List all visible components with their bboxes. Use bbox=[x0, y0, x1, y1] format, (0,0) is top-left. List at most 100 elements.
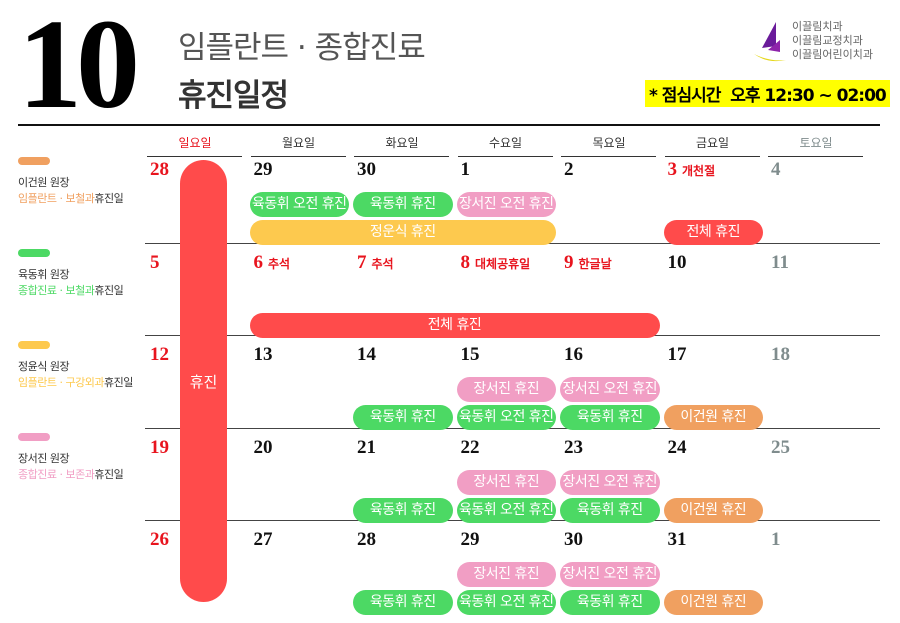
clinic-logo bbox=[754, 22, 786, 62]
day-number: 6 bbox=[253, 251, 264, 273]
event-pill: 장서진 오전 휴진 bbox=[560, 469, 660, 495]
day-cell: 7 추석 bbox=[357, 252, 394, 274]
event-pill: 정운식 휴진 bbox=[249, 220, 556, 245]
legend-swatch bbox=[18, 433, 50, 441]
day-cell: 3 개천절 bbox=[668, 159, 716, 181]
header-underline bbox=[457, 156, 553, 157]
day-cell: 14 bbox=[357, 344, 376, 366]
day-cell: 30 bbox=[357, 159, 376, 181]
day-number: 14 bbox=[357, 344, 376, 365]
event-pill: 육동휘 오전 휴진 bbox=[456, 590, 556, 615]
day-number: 20 bbox=[253, 436, 273, 458]
day-number: 25 bbox=[771, 436, 790, 458]
event-pill: 장서진 오전 휴진 bbox=[560, 562, 660, 587]
day-number: 30 bbox=[564, 529, 583, 550]
event-pill: 육동휘 오전 휴진 bbox=[456, 497, 556, 523]
clinic-name: 이끌림어린이치과 bbox=[792, 48, 873, 61]
day-cell: 16 bbox=[564, 344, 583, 366]
day-cell: 22 bbox=[461, 437, 480, 459]
day-number: 23 bbox=[564, 436, 583, 458]
weekday-header: 토요일 bbox=[799, 136, 833, 150]
day-cell: 29 bbox=[461, 529, 480, 551]
event-pill: 육동휘 휴진 bbox=[560, 590, 660, 615]
day-number: 8 bbox=[460, 251, 471, 273]
day-cell: 25 bbox=[771, 437, 790, 459]
divider bbox=[18, 124, 880, 126]
day-number: 12 bbox=[150, 344, 169, 365]
doctor-name: 정윤식 원장 bbox=[18, 360, 70, 373]
event-pill: 육동휘 휴진 bbox=[560, 497, 660, 523]
day-number: 18 bbox=[771, 344, 790, 365]
day-number: 10 bbox=[667, 251, 687, 273]
day-number: 3 bbox=[667, 159, 678, 180]
legend-item: 정윤식 원장 임플란트 · 구강외과휴진일 bbox=[18, 359, 133, 391]
event-pill: 육동휘 휴진 bbox=[353, 405, 453, 430]
event-pill: 육동휘 휴진 bbox=[353, 590, 453, 615]
day-cell: 11 bbox=[771, 252, 789, 274]
event-pill: 육동휘 오전 휴진 bbox=[456, 405, 556, 430]
doctor-name: 이건원 원장 bbox=[18, 176, 70, 189]
event-pill: 육동휘 휴진 bbox=[353, 192, 453, 217]
day-cell: 13 bbox=[254, 344, 273, 366]
event-pill: 장서진 휴진 bbox=[456, 469, 556, 495]
day-cell: 1 bbox=[771, 529, 781, 551]
event-pill: 육동휘 오전 휴진 bbox=[249, 192, 349, 217]
day-cell: 23 bbox=[564, 437, 583, 459]
day-cell: 30 bbox=[564, 529, 583, 551]
day-number: 15 bbox=[460, 344, 480, 365]
day-cell: 9 한글날 bbox=[564, 252, 612, 274]
day-number: 1 bbox=[460, 159, 471, 180]
day-cell: 29 bbox=[254, 159, 273, 181]
event-pill: 장서진 오전 휴진 bbox=[560, 377, 660, 402]
day-cell: 2 bbox=[564, 159, 574, 181]
sunday-closed-bar: 휴진 bbox=[180, 160, 227, 602]
legend-suffix: 휴진일 bbox=[94, 284, 124, 297]
legend-swatch bbox=[18, 341, 50, 349]
day-number: 29 bbox=[460, 529, 480, 550]
clinic-name: 이끌림교정치과 bbox=[792, 34, 863, 47]
day-number: 9 bbox=[564, 251, 574, 273]
department: 종합진료 · 보존과 bbox=[18, 468, 95, 481]
legend-suffix: 휴진일 bbox=[94, 468, 124, 481]
lunch-time: 오후 12:30 ~ 02:00 bbox=[730, 86, 887, 106]
event-pill: 이건원 휴진 bbox=[663, 497, 763, 523]
weekday-header: 목요일 bbox=[592, 136, 626, 150]
weekday-header: 일요일 bbox=[178, 136, 212, 150]
event-pill: 육동휘 휴진 bbox=[353, 497, 453, 523]
day-cell: 1 bbox=[461, 159, 471, 181]
header-underline bbox=[768, 156, 863, 157]
day-cell: 19 bbox=[150, 437, 169, 459]
weekday-header: 수요일 bbox=[488, 136, 523, 150]
event-pill: 전체 휴진 bbox=[663, 220, 763, 245]
event-pill: 장서진 오전 휴진 bbox=[456, 192, 556, 217]
event-pill: 육동휘 휴진 bbox=[560, 405, 660, 430]
header-underline bbox=[664, 156, 760, 157]
day-number: 11 bbox=[771, 251, 789, 273]
day-cell: 28 bbox=[357, 529, 376, 551]
doctor-name: 장서진 원장 bbox=[18, 452, 70, 465]
day-cell: 17 bbox=[668, 344, 687, 366]
day-number: 31 bbox=[667, 529, 687, 550]
day-cell: 28 bbox=[150, 159, 169, 181]
day-number: 22 bbox=[460, 436, 480, 458]
legend-item: 이건원 원장 임플란트 · 보철과휴진일 bbox=[18, 175, 124, 207]
event-pill: 이건원 휴진 bbox=[663, 405, 763, 430]
legend-suffix: 휴진일 bbox=[103, 376, 133, 389]
holiday-name: 개천절 bbox=[682, 164, 716, 178]
event-pill: 장서진 휴진 bbox=[456, 377, 556, 402]
weekday-header: 월요일 bbox=[281, 136, 316, 150]
day-number: 2 bbox=[564, 159, 574, 180]
event-pill: 전체 휴진 bbox=[249, 312, 660, 338]
clinic-name: 이끌림치과 bbox=[792, 20, 843, 33]
lunch-time-notice: * 점심시간 오후 12:30 ~ 02:00 bbox=[645, 80, 890, 107]
day-cell: 15 bbox=[461, 344, 480, 366]
page-title: 휴진일정 bbox=[178, 78, 289, 114]
day-cell: 20 bbox=[254, 437, 273, 459]
day-number: 17 bbox=[667, 344, 687, 365]
holiday-name: 추석 bbox=[268, 256, 291, 271]
header-underline bbox=[354, 156, 449, 157]
header-underline bbox=[561, 156, 656, 157]
weekday-header: 금요일 bbox=[695, 136, 730, 150]
day-number: 28 bbox=[357, 529, 376, 550]
holiday-name: 대체공휴일 bbox=[475, 256, 531, 271]
